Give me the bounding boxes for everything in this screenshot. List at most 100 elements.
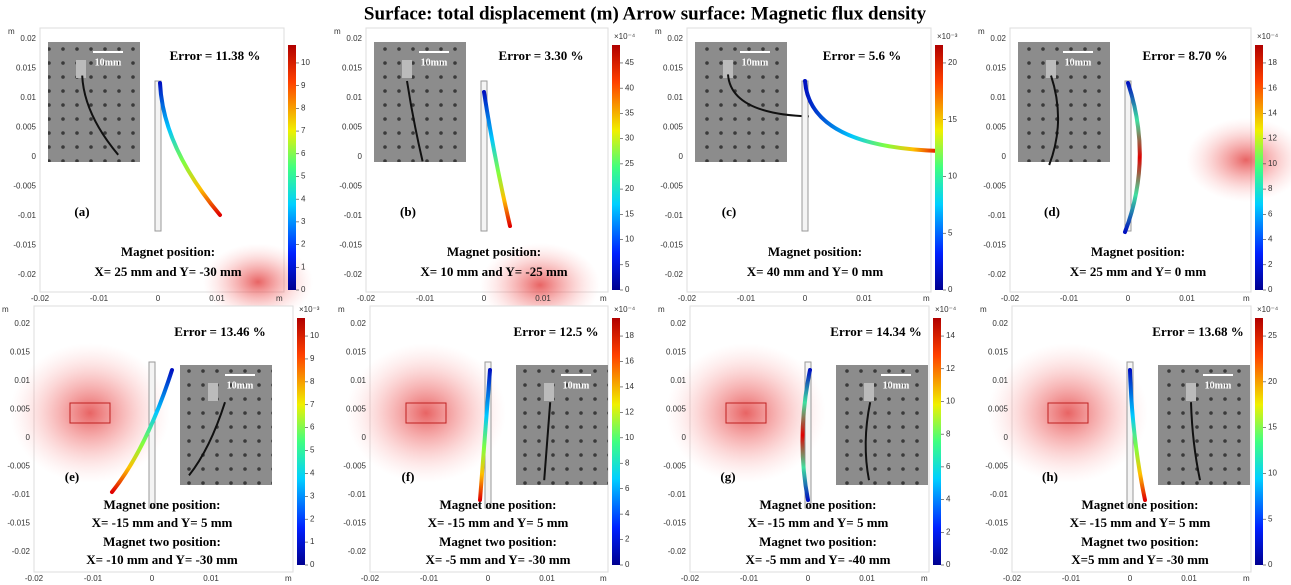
inset-photo — [48, 42, 140, 162]
colorbar-tick-label: 25 — [1268, 331, 1277, 340]
inset-wire — [1190, 402, 1201, 481]
colorbar-tick-label: 8 — [1268, 184, 1273, 193]
flux-field — [666, 343, 826, 483]
y-tick-label: -0.015 — [663, 519, 686, 528]
rod — [480, 80, 488, 232]
colorbar-tick-label: 14 — [625, 382, 634, 391]
y-tick-label: -0.01 — [988, 211, 1007, 220]
magnet-position: X= -5 mm and Y= -40 mm — [745, 552, 890, 567]
flux-field — [346, 343, 506, 483]
inset-photo — [374, 42, 466, 162]
y-tick-label: 0 — [1002, 152, 1007, 161]
y-tick-label: -0.005 — [660, 182, 683, 191]
colorbar-tick-label: 10 — [946, 397, 955, 406]
colorbar-tick-label: 8 — [310, 377, 315, 386]
colorbar-tick-label: 45 — [625, 58, 634, 67]
axis-unit: m — [1243, 294, 1250, 303]
x-tick-label: 0 — [806, 574, 811, 583]
flux-field — [1186, 118, 1291, 202]
colorbar-exponent: ×10⁻⁴ — [1257, 32, 1279, 41]
colorbar-tick-label: 5 — [948, 228, 953, 237]
y-tick-label: -0.01 — [990, 490, 1009, 499]
y-tick-label: 0.005 — [663, 123, 684, 132]
y-tick-label: 0 — [679, 152, 684, 161]
colorbar-tick-label: 10 — [310, 331, 319, 340]
x-tick-label: 0.01 — [1181, 574, 1197, 583]
axis-unit: m — [1243, 574, 1250, 583]
panel: 0.020.0150.010.0050-0.005-0.01-0.015-0.0… — [655, 27, 958, 303]
colorbar — [935, 45, 943, 290]
inset-photo — [1158, 365, 1250, 485]
colorbar — [288, 45, 296, 290]
magnet-position: Magnet one position: — [760, 497, 877, 512]
inset-wire — [188, 401, 226, 477]
y-tick-label: 0 — [26, 433, 31, 442]
deflected-wire — [158, 81, 222, 217]
y-tick-label: 0.01 — [667, 93, 683, 102]
y-tick-label: -0.015 — [13, 241, 36, 250]
magnet-position: X= 10 mm and Y= -25 mm — [420, 264, 567, 279]
y-tick-label: 0.02 — [667, 34, 683, 43]
y-tick-label: -0.005 — [985, 462, 1008, 471]
colorbar-tick-label: 20 — [948, 58, 957, 67]
colorbar-tick-label: 2 — [310, 514, 315, 523]
axis-unit: m — [334, 27, 341, 36]
colorbar-tick-label: 0 — [301, 285, 306, 294]
colorbar-tick-label: 2 — [625, 535, 630, 544]
deflected-wire — [1128, 368, 1147, 502]
colorbar-tick-label: 5 — [625, 260, 630, 269]
inset-holder — [208, 383, 218, 401]
colorbar-tick-label: 10 — [625, 433, 634, 442]
colorbar-tick-label: 18 — [1268, 58, 1277, 67]
x-tick-label: -0.02 — [1003, 574, 1022, 583]
colorbar-tick-label: 7 — [310, 400, 315, 409]
inset-photo — [1018, 42, 1110, 162]
y-tick-label: -0.02 — [668, 547, 687, 556]
colorbar-tick-label: 3 — [310, 491, 315, 500]
scale-bar-label: 10mm — [742, 57, 769, 68]
y-tick-label: -0.005 — [13, 182, 36, 191]
y-tick-label: 0.015 — [16, 64, 37, 73]
inset-wire — [1048, 75, 1060, 166]
scale-bar-label: 10mm — [883, 380, 910, 391]
inset-photo — [516, 365, 608, 485]
inset-holder — [1186, 383, 1196, 401]
x-tick-label: 0.01 — [1179, 294, 1195, 303]
magnet-position: Magnet position: — [121, 244, 215, 259]
panel-label: (a) — [74, 204, 89, 219]
colorbar-exponent: ×10⁻⁴ — [614, 305, 636, 314]
panel: 0.020.0150.010.0050-0.005-0.01-0.015-0.0… — [334, 27, 636, 327]
panel-label: (h) — [1042, 469, 1058, 484]
y-tick-label: -0.01 — [348, 490, 367, 499]
inset-holder — [1046, 60, 1056, 78]
y-tick-label: 0 — [358, 152, 363, 161]
panel-label: (c) — [722, 204, 736, 219]
y-tick-label: -0.02 — [344, 270, 363, 279]
axis-unit: m — [600, 294, 607, 303]
scale-bar-label: 10mm — [95, 57, 122, 68]
colorbar-tick-label: 6 — [625, 484, 630, 493]
y-tick-label: 0.01 — [346, 93, 362, 102]
panel-label: (e) — [65, 469, 79, 484]
rod — [1124, 80, 1132, 232]
deflected-wire — [110, 368, 174, 494]
magnet — [1047, 402, 1089, 424]
y-tick-label: 0 — [682, 433, 687, 442]
inset-holder — [76, 60, 86, 78]
colorbar-tick-label: 4 — [625, 509, 630, 518]
x-tick-label: 0.01 — [539, 574, 555, 583]
axis-unit: m — [921, 574, 928, 583]
axis-unit: m — [655, 27, 662, 36]
colorbar-tick-label: 10 — [301, 58, 310, 67]
panel-label: (d) — [1044, 204, 1060, 219]
axis-unit: m — [285, 574, 292, 583]
colorbar-tick-label: 15 — [1268, 423, 1277, 432]
x-tick-label: -0.01 — [740, 574, 759, 583]
deflected-wire — [482, 90, 512, 228]
colorbar-tick-label: 9 — [310, 354, 315, 363]
colorbar-tick-label: 6 — [310, 423, 315, 432]
flux-field — [988, 343, 1148, 483]
y-tick-label: -0.015 — [660, 241, 683, 250]
x-tick-label: 0 — [1126, 294, 1131, 303]
